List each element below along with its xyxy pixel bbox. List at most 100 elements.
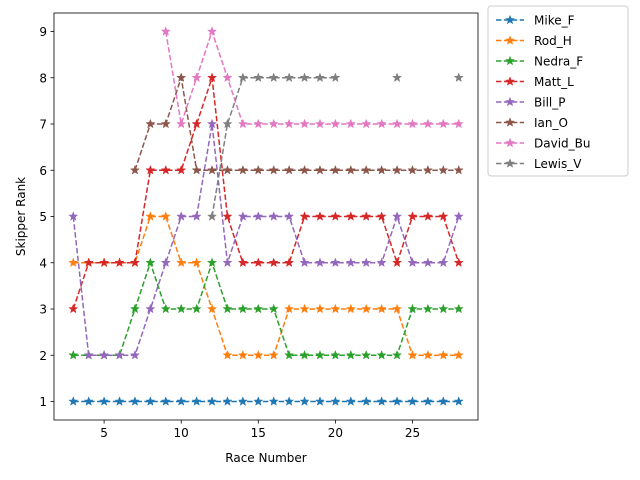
data-point: [361, 211, 372, 221]
data-point: [438, 211, 449, 221]
legend-item: Nedra_F: [496, 55, 583, 69]
data-point: [253, 349, 264, 360]
data-point: [392, 72, 403, 83]
y-tick-label: 3: [39, 303, 47, 317]
data-point: [268, 72, 279, 83]
data-point: [253, 303, 264, 314]
data-point: [345, 118, 356, 129]
legend: Mike_F Rod_H Nedra_F Matt_L Bill_P Ian_O David…: [487, 5, 629, 177]
data-point: [392, 303, 403, 314]
data-point: [160, 164, 171, 175]
y-tick-label: 6: [39, 164, 47, 178]
data-point: [129, 164, 140, 175]
data-point: [206, 303, 218, 314]
data-point: [438, 118, 449, 129]
data-point: [99, 396, 110, 406]
data-point: [268, 349, 279, 360]
data-point: [268, 164, 279, 175]
x-tick-label: 25: [405, 426, 420, 440]
data-point: [191, 118, 202, 129]
data-point: [237, 257, 248, 268]
y-tick-label: 9: [39, 25, 47, 39]
legend-label: Mike_F: [534, 14, 575, 28]
data-point: [68, 303, 79, 314]
data-point: [253, 72, 264, 83]
data-point: [376, 118, 387, 129]
legend-item: Bill_P: [496, 96, 565, 110]
data-point: [422, 396, 433, 406]
data-point: [253, 164, 264, 175]
data-point: [422, 211, 433, 221]
series-Bill_P: [68, 118, 464, 360]
data-point: [237, 349, 248, 360]
data-point: [284, 72, 295, 83]
data-point: [453, 211, 464, 221]
data-point: [453, 396, 464, 406]
data-point: [237, 72, 248, 83]
series-Ian_O: [129, 72, 464, 175]
data-point: [176, 257, 187, 268]
x-axis-label: Race Number: [225, 451, 306, 465]
data-point: [392, 118, 403, 129]
data-point: [114, 349, 125, 360]
data-point: [392, 396, 403, 406]
data-point: [299, 72, 310, 83]
data-point: [299, 396, 310, 406]
data-point: [453, 118, 464, 129]
data-point: [206, 211, 218, 221]
x-tick-label: 10: [174, 426, 189, 440]
series-line: [73, 260, 459, 356]
data-point: [268, 396, 279, 406]
data-point: [114, 396, 125, 406]
data-point: [160, 118, 171, 129]
legend-marker: [504, 76, 516, 86]
data-point: [191, 396, 202, 406]
data-point: [361, 257, 372, 268]
data-point: [330, 257, 341, 268]
data-point: [284, 396, 295, 406]
data-point: [191, 303, 202, 314]
data-point: [222, 396, 233, 406]
data-point: [422, 164, 433, 175]
legend-marker: [504, 117, 516, 127]
y-axis: 1 2 3 4 5 6 7 8 9: [39, 25, 54, 409]
data-point: [268, 118, 279, 129]
data-point: [392, 257, 403, 268]
data-point: [206, 257, 218, 268]
data-point: [376, 211, 387, 221]
data-point: [160, 257, 171, 268]
data-point: [407, 257, 418, 268]
data-point: [345, 303, 356, 314]
data-point: [438, 396, 449, 406]
data-point: [299, 118, 310, 129]
data-point: [176, 303, 187, 314]
data-point: [191, 257, 202, 268]
legend-item: Ian_O: [496, 116, 568, 130]
x-tick-label: 20: [328, 426, 343, 440]
data-point: [237, 118, 248, 129]
legend-label: Ian_O: [534, 116, 568, 130]
data-point: [314, 118, 326, 129]
data-point: [345, 257, 356, 268]
data-point: [330, 211, 341, 221]
data-point: [145, 396, 156, 406]
series-Rod_H: [68, 211, 464, 360]
data-point: [330, 396, 341, 406]
data-point: [99, 257, 110, 268]
data-point: [145, 303, 156, 314]
data-point: [176, 396, 187, 406]
data-point: [83, 396, 94, 406]
data-point: [453, 72, 464, 83]
legend-marker: [504, 14, 516, 25]
data-point: [438, 349, 449, 360]
y-tick-label: 1: [39, 395, 47, 409]
data-point: [253, 396, 264, 406]
data-point: [191, 164, 202, 175]
series-Lewis_V: [206, 72, 464, 221]
data-point: [422, 349, 433, 360]
data-point: [407, 211, 418, 221]
data-point: [314, 349, 326, 360]
data-point: [314, 396, 326, 406]
data-point: [330, 164, 341, 175]
data-point: [376, 164, 387, 175]
